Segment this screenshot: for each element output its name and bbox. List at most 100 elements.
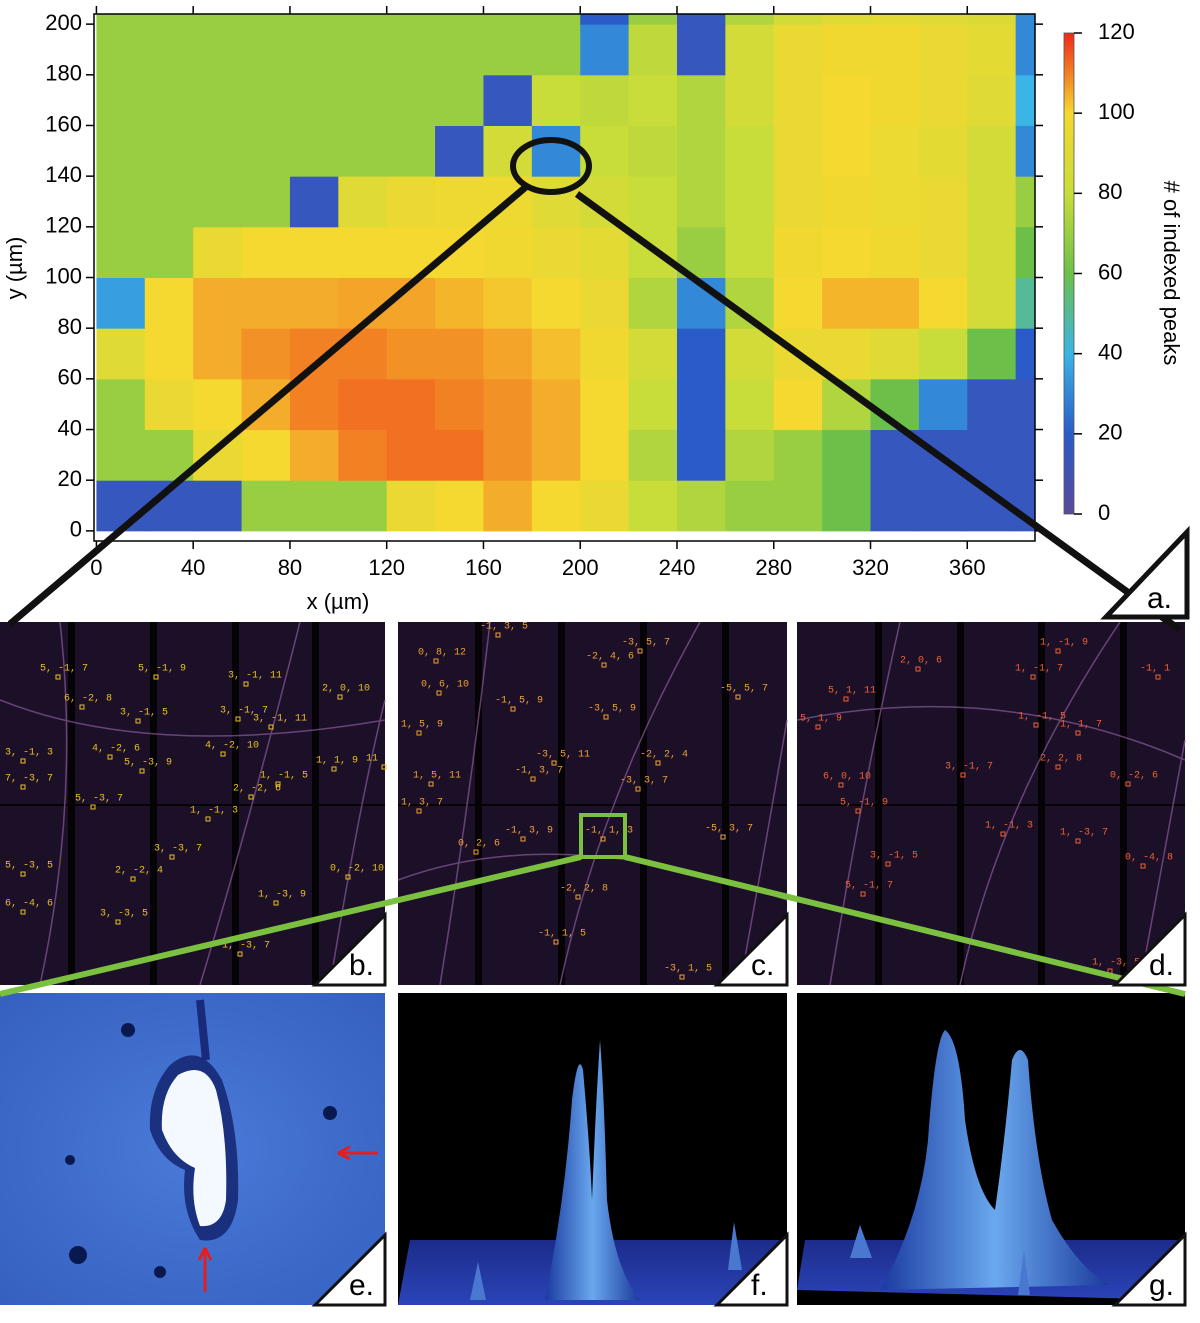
heat-cell [628, 14, 678, 25]
reflection-marker [473, 849, 479, 855]
heat-cell [386, 176, 436, 228]
reflection-marker [1125, 781, 1131, 787]
heat-cell [241, 277, 291, 329]
heat-cell [241, 480, 291, 532]
reflection-marker [815, 724, 821, 730]
reflection-marker [107, 754, 113, 760]
heat-cell [435, 125, 484, 177]
reflection-marker [520, 836, 526, 842]
heat-cell [483, 378, 533, 431]
reflection-marker [1030, 674, 1036, 680]
reflection-marker [268, 724, 274, 730]
reflection-label: 3, -1, 11 [228, 671, 282, 682]
reflection-label: 2, -2, 4 [115, 866, 163, 877]
reflection-marker [1155, 674, 1161, 680]
heat-cell [725, 429, 775, 481]
reflection-label: -2, 2, 4 [640, 750, 688, 761]
heat-cell [289, 125, 339, 177]
heat-cell [676, 24, 726, 76]
heat-cell [483, 125, 533, 177]
label-triangle [311, 911, 387, 987]
heat-cell [241, 226, 291, 278]
reflection-label: -3, 5, 7 [622, 638, 670, 649]
reflection-labels: 5, -1, 7 5, -1, 9 3, -1, 11 2, 0, 10 6, -2, … [5, 622, 1173, 980]
heat-cell [967, 74, 1017, 126]
reflection-marker [345, 874, 351, 880]
heat-cell [870, 14, 920, 25]
reflection-label: 1, -1, 5 [1018, 712, 1066, 723]
heat-cell [1015, 328, 1035, 380]
panel-f [398, 993, 787, 1305]
reflection-label: 0, -4, 8 [1125, 853, 1173, 864]
reflection-marker [735, 694, 741, 700]
heat-cell [967, 277, 1017, 329]
y-tick-label: 160 [45, 111, 82, 136]
reflection-label: 5, -3, 5 [5, 861, 53, 872]
heat-cell [193, 14, 243, 25]
heat-cell [580, 24, 630, 76]
reflection-marker [79, 704, 85, 710]
reflection-label: 2, -2, 6 [233, 784, 281, 795]
reflection-label: -3, 1, 5 [664, 964, 712, 975]
heat-cell [193, 480, 243, 532]
reflection-marker [510, 706, 516, 712]
heat-cell [531, 74, 581, 126]
reflection-marker [553, 939, 559, 945]
heat-cell [289, 429, 339, 481]
reflection-marker [960, 772, 966, 778]
reflection-label: 5, -1, 9 [138, 664, 186, 675]
reflection-marker [436, 690, 442, 696]
heat-cell [676, 125, 726, 177]
heat-cell [1015, 24, 1035, 76]
reflection-label: -3, 5, 9 [588, 704, 636, 715]
heat-cell [338, 125, 388, 177]
heat-cell [435, 74, 484, 126]
heat-cell [96, 176, 146, 228]
colorbar-tick-label: 0 [1098, 500, 1110, 525]
heat-cell [822, 277, 872, 329]
heat-cell [773, 74, 823, 126]
heat-cell [725, 14, 775, 25]
y-tick-label: 0 [70, 517, 82, 542]
reflection-marker [20, 758, 26, 764]
y-tick-label: 100 [45, 263, 82, 288]
heat-cell [580, 480, 630, 532]
heat-cell [483, 24, 533, 76]
heat-cell [822, 125, 872, 177]
colorbar-tick-label: 20 [1098, 420, 1122, 445]
heat-cell [773, 14, 823, 25]
heat-cell [193, 378, 243, 431]
heat-cell [967, 429, 1017, 481]
heat-cell [531, 226, 581, 278]
heat-cell [773, 378, 823, 431]
heat-cell [628, 24, 678, 76]
heat-cell [338, 24, 388, 76]
reflection-marker [153, 674, 159, 680]
heat-cell [918, 176, 968, 228]
reflection-label: 1, 5, 11 [413, 771, 461, 782]
y-tick-label: 200 [45, 10, 82, 35]
heat-cell [386, 125, 436, 177]
reflection-label: 1, 1, 9 [316, 756, 358, 767]
heat-cell [918, 14, 968, 25]
reflection-label: 2, 0, 10 [322, 684, 370, 695]
heat-cell [193, 176, 243, 228]
heat-cell [870, 328, 920, 380]
heat-cell [918, 74, 968, 126]
reflection-marker [530, 776, 536, 782]
heat-cell [773, 176, 823, 228]
reflection-label: -1, 1, 5 [538, 929, 586, 940]
reflection-marker [243, 681, 249, 687]
heat-cell [918, 125, 968, 177]
heat-cell [483, 277, 533, 329]
reflection-marker [20, 871, 26, 877]
heatmap [96, 14, 1035, 532]
heat-cell [289, 226, 339, 278]
plot-frame [93, 13, 1036, 542]
panel-label: f. [751, 1269, 768, 1302]
heat-cell [870, 24, 920, 76]
reflection-marker [601, 662, 607, 668]
reflection-label: 11 [366, 754, 378, 765]
reflection-label: 3, -3, 7 [154, 844, 202, 855]
heat-cell [1015, 378, 1035, 431]
